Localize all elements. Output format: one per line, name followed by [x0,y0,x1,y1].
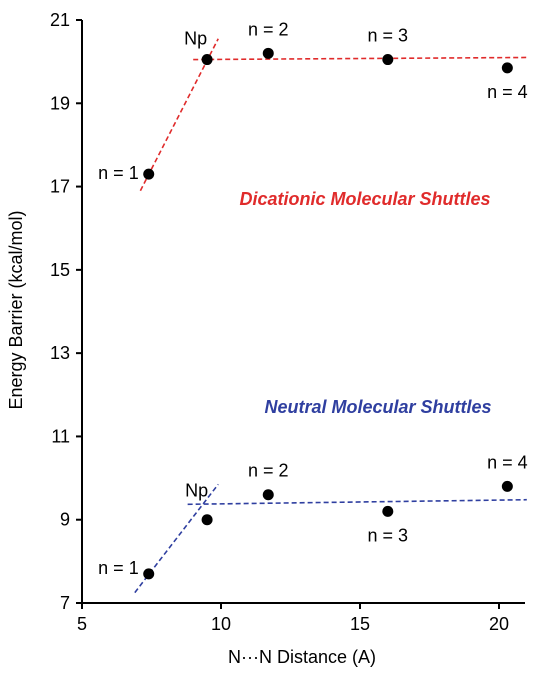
data-point-label: n = 1 [98,163,139,183]
y-tick-label: 17 [50,177,70,197]
data-point-label: n = 4 [487,82,528,102]
trendline [193,56,527,61]
plot-area: 7 9 11 13 15 17 19 21 5 10 15 20 n = 1 Np n = 2 n = 3 n … [50,10,528,634]
data-point-label: Np [185,481,208,501]
y-tick-label: 7 [60,593,70,613]
data-point [143,568,155,580]
data-point [143,168,155,180]
data-point-label: n = 2 [248,461,289,481]
data-point [262,47,274,59]
data-point [201,54,213,66]
trendline [139,38,219,192]
data-point-label: n = 3 [368,26,409,46]
x-tick-label: 10 [211,614,231,634]
y-axis-title: Energy Barrier (kcal/mol) [6,210,26,409]
data-point [501,480,513,492]
data-point-label: Np [184,29,207,49]
x-axis-title: N···N Distance (A) [228,647,376,667]
y-tick-label: 21 [50,10,70,30]
series-title: Neutral Molecular Shuttles [264,397,491,417]
data-point-label: n = 1 [98,558,139,578]
x-tick-label: 20 [489,614,509,634]
y-tick-label: 13 [50,343,70,363]
data-point-label: n = 4 [487,452,528,472]
data-point [501,62,513,74]
y-tick-label: 9 [60,510,70,530]
y-tick-label: 15 [50,260,70,280]
x-tick-label: 15 [350,614,370,634]
trendline [134,483,219,594]
data-point-label: n = 3 [368,525,409,545]
data-point [201,514,213,526]
series-title: Dicationic Molecular Shuttles [239,189,490,209]
y-tick-label: 11 [51,426,70,446]
data-point [382,505,394,517]
data-point [262,489,274,501]
y-tick-label: 19 [50,93,70,113]
x-tick-label: 5 [77,614,87,634]
data-point [382,54,394,66]
trendline [187,498,527,506]
data-point-label: n = 2 [248,19,289,39]
